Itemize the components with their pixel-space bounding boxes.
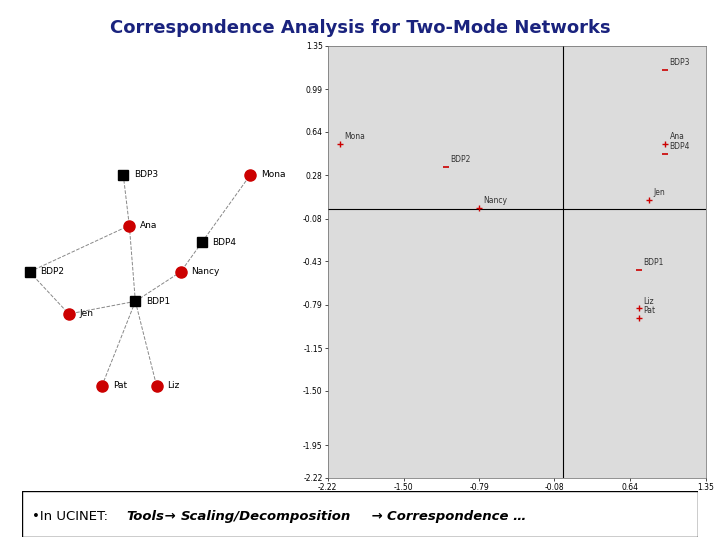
Text: Liz: Liz (167, 381, 179, 390)
Text: →: → (366, 510, 387, 523)
Text: Pat: Pat (113, 381, 127, 390)
Text: BDP4: BDP4 (212, 238, 236, 247)
Text: Pat: Pat (643, 306, 655, 315)
Text: •In UCINET:: •In UCINET: (32, 510, 112, 523)
Text: Scaling/Decomposition: Scaling/Decomposition (181, 510, 351, 523)
Text: Nancy: Nancy (192, 267, 220, 276)
Text: Jen: Jen (654, 188, 665, 197)
Text: BDP2: BDP2 (451, 155, 471, 164)
Text: Nancy: Nancy (483, 196, 508, 205)
Text: Correspondence …: Correspondence … (387, 510, 526, 523)
Text: Jen: Jen (79, 309, 94, 319)
Text: BDP3: BDP3 (670, 58, 690, 68)
Text: BDP4: BDP4 (670, 142, 690, 151)
Text: Ana: Ana (140, 221, 157, 230)
Text: BDP1: BDP1 (146, 297, 170, 306)
Text: →: → (161, 510, 181, 523)
Text: Liz: Liz (643, 296, 654, 306)
Text: BDP3: BDP3 (134, 171, 158, 179)
Text: BDP1: BDP1 (643, 258, 664, 267)
Text: Mona: Mona (261, 171, 285, 179)
Text: Ana: Ana (670, 132, 685, 141)
Text: Correspondence Analysis for Two-Mode Networks: Correspondence Analysis for Two-Mode Net… (109, 19, 611, 37)
Text: Tools: Tools (127, 510, 164, 523)
Text: BDP2: BDP2 (40, 267, 64, 276)
Text: Mona: Mona (345, 132, 366, 141)
FancyBboxPatch shape (22, 491, 698, 537)
